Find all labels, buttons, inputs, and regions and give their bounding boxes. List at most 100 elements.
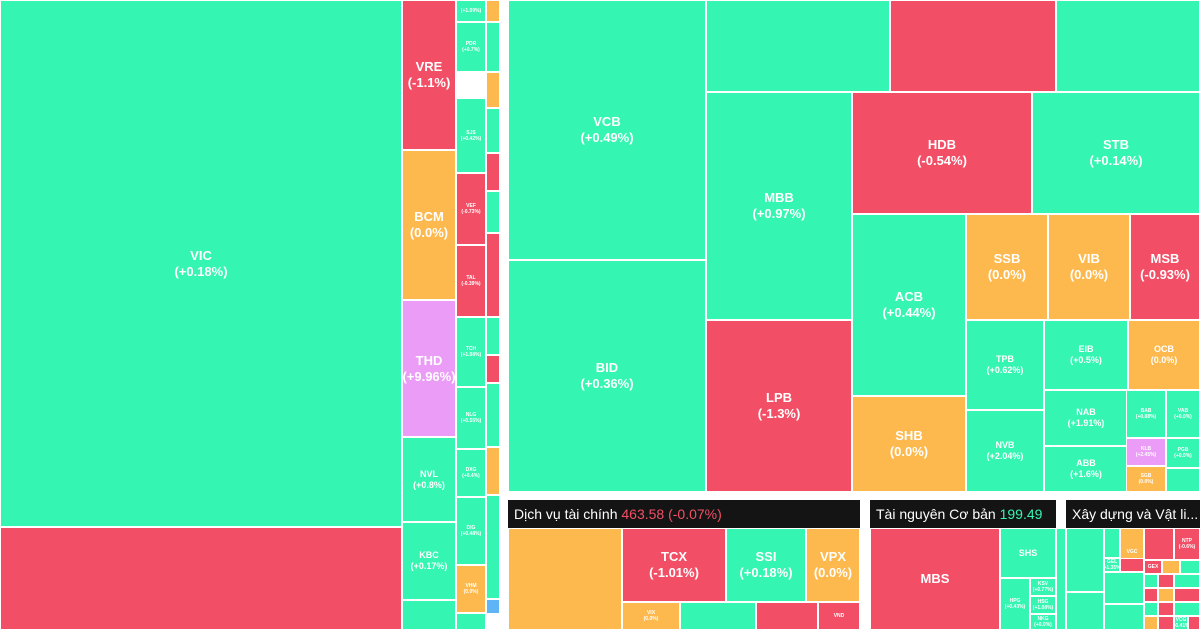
stock-tile[interactable] <box>1166 468 1200 492</box>
stock-tile-shb[interactable]: SHB (0.0%) <box>852 396 966 492</box>
stock-tile[interactable] <box>1144 602 1158 616</box>
stock-tile[interactable] <box>486 495 500 599</box>
stock-tile[interactable] <box>486 108 500 153</box>
stock-tile[interactable] <box>756 602 818 630</box>
stock-tile[interactable] <box>1174 574 1200 588</box>
stock-tile-vpx[interactable]: VPX (0.0%) <box>806 528 860 602</box>
stock-tile-sjs[interactable]: SJS (+0.42%) <box>456 98 486 173</box>
stock-tile-vhm[interactable]: VHM (0.0%) <box>456 565 486 613</box>
stock-tile[interactable] <box>1066 528 1104 592</box>
stock-tile-dxg[interactable]: DXG (+0.4%) <box>456 449 486 497</box>
stock-tile-tcx[interactable]: TCX (-1.01%) <box>622 528 726 602</box>
stock-tile-bcm[interactable]: BCM (0.0%) <box>402 150 456 300</box>
stock-tile-acb[interactable]: ACB (+0.44%) <box>852 214 966 396</box>
stock-tile-msb[interactable]: MSB (-0.93%) <box>1130 214 1200 320</box>
stock-tile-vcb[interactable]: VCB (+0.49%) <box>508 0 706 260</box>
stock-tile-vic[interactable]: VIC (+0.18%) <box>0 0 402 527</box>
stock-tile-hpg[interactable]: HPG (+0.43%) <box>1000 578 1030 630</box>
stock-tile[interactable] <box>486 191 500 233</box>
sector-header-financial-services[interactable]: Dịch vụ tài chính 463.58 (-0.07%) <box>508 500 860 528</box>
stock-tile-mbb[interactable]: MBB (+0.97%) <box>706 92 852 320</box>
stock-tile[interactable] <box>1158 588 1174 602</box>
stock-tile-abb[interactable]: ABB (+1.6%) <box>1044 446 1128 492</box>
stock-tile-vef[interactable]: VEF (-0.73%) <box>456 173 486 245</box>
stock-tile-nvb[interactable]: NVB (+2.04%) <box>966 410 1044 492</box>
stock-tile-pdr[interactable]: PDR (+0.7%) <box>456 22 486 72</box>
stock-tile[interactable] <box>508 528 622 630</box>
stock-tile[interactable] <box>486 72 500 108</box>
stock-tile-vnd[interactable]: VND <box>818 602 860 630</box>
stock-tile[interactable] <box>486 355 500 383</box>
stock-tile-tal[interactable]: TAL (-0.39%) <box>456 245 486 317</box>
stock-tile[interactable] <box>1104 604 1144 630</box>
stock-tile[interactable] <box>486 233 500 317</box>
stock-tile-vcg[interactable]: VCG(+0.41%) <box>1174 616 1188 630</box>
stock-tile[interactable] <box>1144 528 1174 560</box>
stock-tile[interactable] <box>1158 574 1174 588</box>
stock-tile[interactable] <box>486 22 500 72</box>
stock-tile[interactable] <box>486 317 500 355</box>
stock-tile-gel[interactable]: GEL(+1.35%) <box>1104 558 1120 572</box>
stock-tile-vix[interactable]: VIX (0.0%) <box>622 602 680 630</box>
stock-tile-pgb[interactable]: PGB (+0.0%) <box>1166 438 1200 468</box>
stock-tile-tch[interactable]: TCH (+1.08%) <box>456 317 486 387</box>
stock-tile-nvl[interactable]: NVL (+0.8%) <box>402 437 456 522</box>
stock-tile-hsg[interactable]: HSG (+1.08%) <box>1030 596 1056 614</box>
stock-tile[interactable] <box>1056 528 1066 630</box>
stock-tile[interactable] <box>486 383 500 447</box>
stock-tile[interactable] <box>1162 560 1180 574</box>
stock-tile-hdb[interactable]: HDB (-0.54%) <box>852 92 1032 214</box>
stock-tile-shs[interactable]: SHS <box>1000 528 1056 578</box>
stock-tile[interactable] <box>0 527 402 630</box>
stock-tile[interactable] <box>486 153 500 191</box>
stock-tile[interactable] <box>1066 592 1104 630</box>
stock-tile-thd[interactable]: THD (+9.96%) <box>402 300 456 437</box>
stock-tile[interactable] <box>680 602 756 630</box>
stock-tile-ocb[interactable]: OCB (0.0%) <box>1128 320 1200 390</box>
stock-tile-ssi[interactable]: SSI (+0.18%) <box>726 528 806 602</box>
stock-tile[interactable] <box>1144 574 1158 588</box>
sector-header-basic-resources[interactable]: Tài nguyên Cơ bản 199.49 <box>870 500 1056 528</box>
stock-tile[interactable] <box>1158 602 1174 616</box>
stock-tile[interactable] <box>1144 616 1158 630</box>
stock-tile-stb[interactable]: STB (+0.14%) <box>1032 92 1200 214</box>
stock-tile-bid[interactable]: BID (+0.36%) <box>508 260 706 492</box>
stock-tile-vre[interactable]: VRE (-1.1%) <box>402 0 456 150</box>
stock-tile[interactable] <box>1174 602 1200 616</box>
stock-tile-ssb[interactable]: SSB (0.0%) <box>966 214 1048 320</box>
stock-tile-sgb[interactable]: SGB (0.0%) <box>1126 466 1166 492</box>
stock-tile-vab[interactable]: VAB (+0.0%) <box>1166 390 1200 438</box>
stock-tile-dig[interactable]: DIG (+0.48%) <box>456 497 486 565</box>
stock-tile[interactable] <box>486 0 500 22</box>
stock-tile[interactable] <box>890 0 1056 92</box>
stock-tile[interactable] <box>1174 588 1200 602</box>
stock-tile[interactable] <box>456 613 486 630</box>
stock-tile-nlg[interactable]: NLG (+0.55%) <box>456 387 486 449</box>
stock-tile-nkg[interactable]: NKG (+0.0%) <box>1030 614 1056 630</box>
stock-tile-bab[interactable]: BAB (+0.88%) <box>1126 390 1166 438</box>
stock-tile-mbs[interactable]: MBS <box>870 528 1000 630</box>
stock-tile[interactable]: (+1.09%) <box>456 0 486 22</box>
stock-tile-ksv[interactable]: KSV (+0.77%) <box>1030 578 1056 596</box>
stock-tile-gex[interactable]: GEX <box>1144 560 1162 574</box>
sector-header-construction-materials[interactable]: Xây dựng và Vật li... <box>1066 500 1200 528</box>
stock-tile-lpb[interactable]: LPB (-1.3%) <box>706 320 852 492</box>
stock-tile[interactable] <box>486 599 500 614</box>
stock-tile[interactable] <box>486 447 500 495</box>
stock-tile[interactable] <box>706 0 890 92</box>
stock-tile-klb[interactable]: KLB (+2.45%) <box>1126 438 1166 466</box>
stock-tile-vib[interactable]: VIB (0.0%) <box>1048 214 1130 320</box>
stock-tile-kbc[interactable]: KBC (+0.17%) <box>402 522 456 600</box>
stock-tile[interactable] <box>1188 616 1200 630</box>
stock-tile[interactable] <box>402 600 456 630</box>
stock-tile-eib[interactable]: EIB (+0.5%) <box>1044 320 1128 390</box>
stock-tile[interactable] <box>1180 560 1200 574</box>
stock-tile-nab[interactable]: NAB (+1.91%) <box>1044 390 1128 446</box>
stock-tile[interactable] <box>1056 0 1200 92</box>
stock-tile[interactable] <box>1120 558 1144 572</box>
stock-tile[interactable] <box>1104 528 1120 558</box>
stock-tile-tpb[interactable]: TPB (+0.62%) <box>966 320 1044 410</box>
stock-tile[interactable] <box>1104 572 1144 604</box>
stock-tile[interactable] <box>1144 588 1158 602</box>
stock-tile-ntp[interactable]: NTP (-0.6%) <box>1174 528 1200 560</box>
